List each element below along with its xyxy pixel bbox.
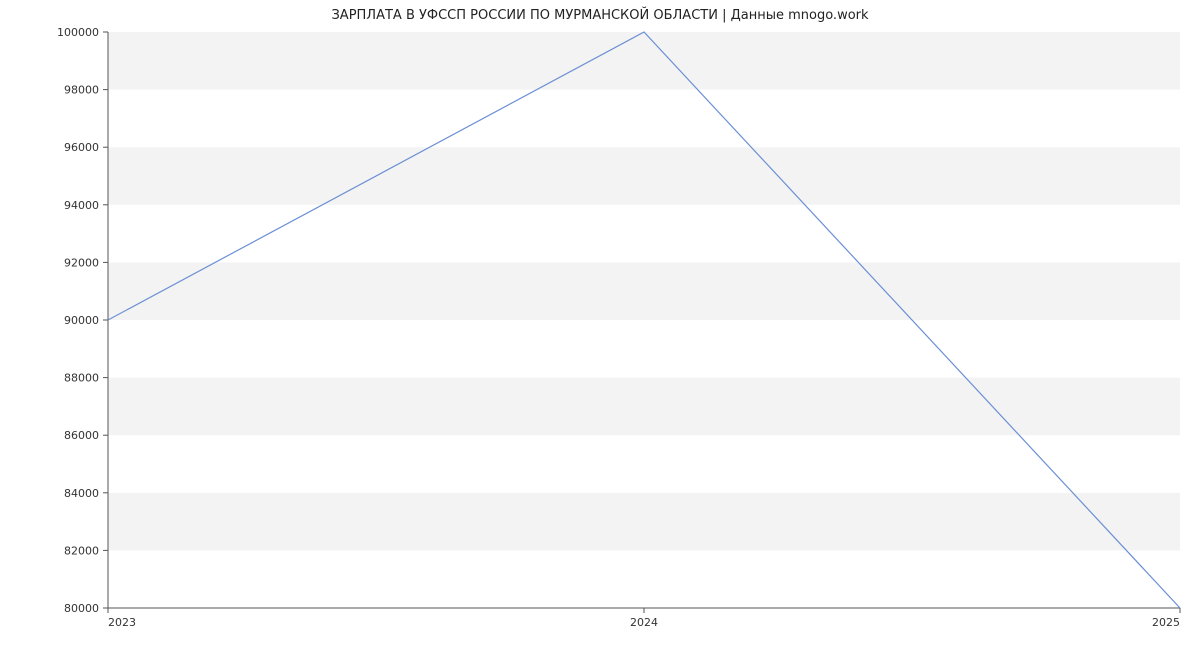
x-tick-label: 2023 xyxy=(108,616,136,629)
y-tick-label: 88000 xyxy=(64,372,99,385)
grid-band xyxy=(108,320,1180,378)
x-tick-label: 2024 xyxy=(630,616,658,629)
y-tick-label: 84000 xyxy=(64,487,99,500)
chart-title: ЗАРПЛАТА В УФССП РОССИИ ПО МУРМАНСКОЙ ОБ… xyxy=(0,8,1200,23)
y-tick-label: 100000 xyxy=(57,26,99,39)
grid-band xyxy=(108,435,1180,493)
x-tick-label: 2025 xyxy=(1152,616,1180,629)
grid-band xyxy=(108,378,1180,436)
y-tick-label: 98000 xyxy=(64,84,99,97)
grid-band xyxy=(108,32,1180,90)
y-tick-label: 96000 xyxy=(64,141,99,154)
y-tick-label: 80000 xyxy=(64,602,99,615)
y-tick-label: 92000 xyxy=(64,256,99,269)
y-tick-label: 86000 xyxy=(64,429,99,442)
grid-band xyxy=(108,262,1180,320)
grid-band xyxy=(108,147,1180,205)
grid-band xyxy=(108,90,1180,148)
y-tick-label: 90000 xyxy=(64,314,99,327)
salary-line-chart: ЗАРПЛАТА В УФССП РОССИИ ПО МУРМАНСКОЙ ОБ… xyxy=(0,0,1200,650)
y-tick-label: 94000 xyxy=(64,199,99,212)
grid-band xyxy=(108,493,1180,551)
y-tick-label: 82000 xyxy=(64,544,99,557)
chart-svg: 80000 82000 84000 86000 88000 90000 92000 94000… xyxy=(0,0,1200,650)
grid-band xyxy=(108,550,1180,608)
